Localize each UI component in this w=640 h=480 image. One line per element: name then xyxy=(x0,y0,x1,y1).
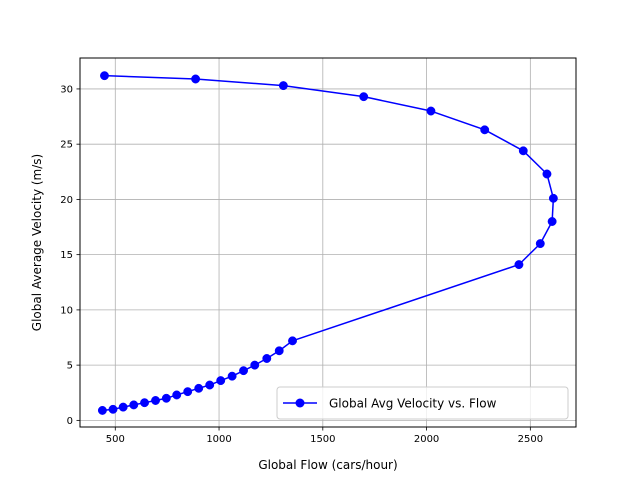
y-tick-label: 25 xyxy=(60,140,73,151)
data-point xyxy=(108,404,118,414)
data-point xyxy=(542,169,552,179)
y-tick-label: 20 xyxy=(60,195,73,206)
series-layer xyxy=(97,71,558,415)
data-point xyxy=(194,383,204,393)
grid xyxy=(80,58,576,427)
data-point xyxy=(274,346,284,356)
data-point xyxy=(118,402,128,412)
x-tick-label: 500 xyxy=(106,434,125,445)
data-point xyxy=(97,405,107,415)
data-point xyxy=(359,92,369,102)
data-point xyxy=(183,387,193,397)
y-tick-label: 30 xyxy=(60,84,73,95)
y-tick-label: 15 xyxy=(60,250,73,261)
ticks: 500 1000 1500 2000 2500 0 5 10 15 20 25 30 xyxy=(60,84,543,445)
legend-marker xyxy=(295,398,305,408)
data-point xyxy=(480,125,490,135)
data-point xyxy=(140,398,149,408)
y-tick-label: 10 xyxy=(60,305,73,316)
data-point xyxy=(205,380,215,390)
x-tick-label: 1500 xyxy=(310,434,335,445)
data-point xyxy=(129,400,139,410)
data-point xyxy=(518,146,528,156)
x-tick-label: 1000 xyxy=(206,434,231,445)
data-point xyxy=(547,217,557,226)
data-point xyxy=(100,71,109,81)
data-point xyxy=(514,260,524,270)
legend: Global Avg Velocity vs. Flow xyxy=(276,386,569,420)
data-point xyxy=(161,393,171,403)
x-tick-label: 2000 xyxy=(414,434,439,445)
data-point xyxy=(426,106,436,116)
y-tick-label: 5 xyxy=(67,361,73,372)
data-point xyxy=(239,366,248,376)
data-point xyxy=(262,354,272,363)
data-point xyxy=(288,336,297,346)
data-point xyxy=(191,74,201,84)
x-axis-label: Global Flow (cars/hour) xyxy=(258,458,397,472)
data-point xyxy=(535,239,545,249)
data-point xyxy=(548,193,558,203)
plot-frame xyxy=(79,57,577,428)
data-point xyxy=(216,376,226,386)
y-tick-label: 0 xyxy=(67,416,73,427)
legend-label: Global Avg Velocity vs. Flow xyxy=(329,397,497,411)
data-point xyxy=(151,396,160,405)
y-axis-label: Global Average Velocity (m/s) xyxy=(30,154,44,331)
data-point xyxy=(172,390,182,400)
x-tick-label: 2500 xyxy=(518,434,543,445)
data-point xyxy=(250,360,260,370)
legend-box xyxy=(276,386,569,420)
data-point xyxy=(278,81,288,91)
data-point xyxy=(227,371,237,381)
